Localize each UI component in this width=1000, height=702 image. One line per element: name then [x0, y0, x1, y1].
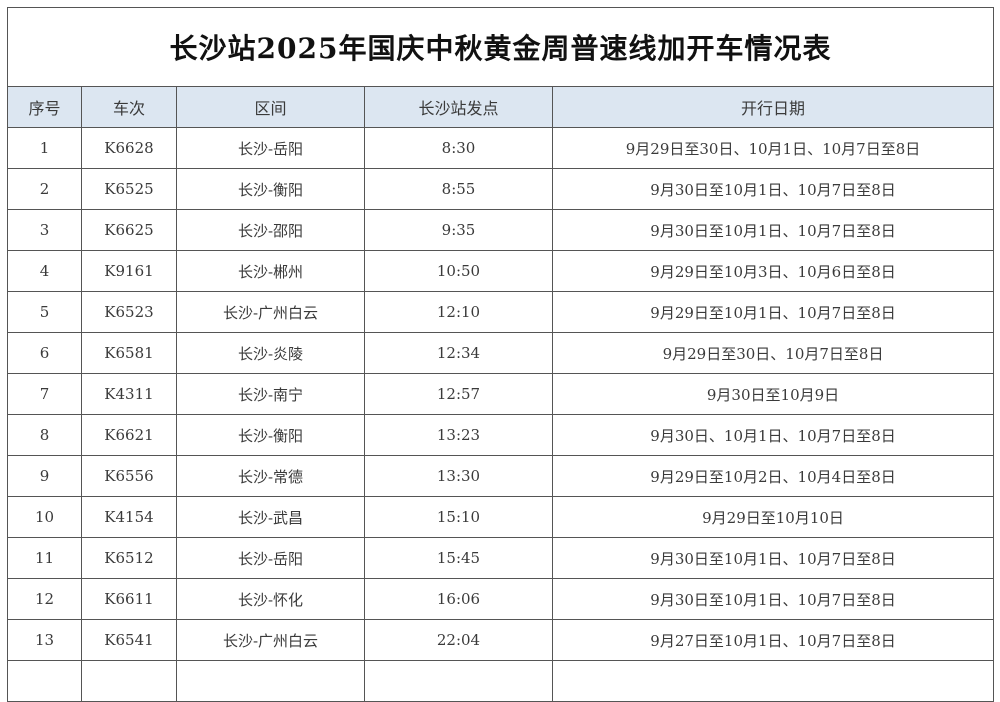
cell-departure-time: 13:23 — [364, 414, 553, 456]
table-row: 6 K6581 长沙-炎陵 12:34 9月29日至30日、10月7日至8日 — [7, 332, 995, 374]
cell-route: 长沙-武昌 — [176, 496, 365, 538]
header-train-number: 车次 — [81, 86, 177, 128]
cell-index: 9 — [7, 455, 82, 497]
cell-route: 长沙-怀化 — [176, 578, 365, 620]
cell-operating-dates: 9月30日至10月1日、10月7日至8日 — [551, 209, 995, 251]
cell-departure-time: 22:04 — [364, 619, 553, 661]
cell-train-number: K6581 — [81, 332, 177, 374]
cell-index: 2 — [7, 168, 82, 210]
header-index: 序号 — [7, 86, 82, 128]
cell-departure-time: 10:50 — [364, 250, 553, 292]
cell-index: 13 — [7, 619, 82, 661]
cell-operating-dates: 9月29日至10月3日、10月6日至8日 — [551, 250, 995, 292]
cell-departure-time: 8:30 — [364, 127, 553, 169]
cell-index: 4 — [7, 250, 82, 292]
cell-train-number: K6523 — [81, 291, 177, 333]
header-departure-time: 长沙站发点 — [364, 86, 553, 128]
cell-departure-time: 8:55 — [364, 168, 553, 210]
header-route: 区间 — [176, 86, 365, 128]
cell-operating-dates: 9月29日至10月2日、10月4日至8日 — [551, 455, 995, 497]
cell-route: 长沙-郴州 — [176, 250, 365, 292]
cell-operating-dates: 9月30日至10月1日、10月7日至8日 — [551, 168, 995, 210]
cell-train-number: K6512 — [81, 537, 177, 579]
cell-departure-time: 15:45 — [364, 537, 553, 579]
header-operating-dates: 开行日期 — [551, 86, 995, 128]
cell-route: 长沙-常德 — [176, 455, 365, 497]
cell-operating-dates: 9月30日至10月9日 — [551, 373, 995, 415]
cell-route: 长沙-衡阳 — [176, 414, 365, 456]
cell-index: 12 — [7, 578, 82, 620]
cell-train-number: K4311 — [81, 373, 177, 415]
table-row: 10 K4154 长沙-武昌 15:10 9月29日至10月10日 — [7, 496, 995, 538]
cell-index: 10 — [7, 496, 82, 538]
train-schedule-table: 长沙站2025年国庆中秋黄金周普速线加开车情况表 序号 车次 区间 长沙站发点 … — [6, 7, 995, 702]
table-row: 9 K6556 长沙-常德 13:30 9月29日至10月2日、10月4日至8日 — [7, 455, 995, 497]
cell-departure-time: 9:35 — [364, 209, 553, 251]
cell-route: 长沙-广州白云 — [176, 291, 365, 333]
table-row: 11 K6512 长沙-岳阳 15:45 9月30日至10月1日、10月7日至8日 — [7, 537, 995, 579]
table-row: 2 K6525 长沙-衡阳 8:55 9月30日至10月1日、10月7日至8日 — [7, 168, 995, 210]
table-row: 13 K6541 长沙-广州白云 22:04 9月27日至10月1日、10月7日至8日 — [7, 619, 995, 661]
cell-index: 7 — [7, 373, 82, 415]
cell-operating-dates: 9月30日至10月1日、10月7日至8日 — [551, 578, 995, 620]
cell-operating-dates: 9月27日至10月1日、10月7日至8日 — [551, 619, 995, 661]
cell-route: 长沙-广州白云 — [176, 619, 365, 661]
cell-route: 长沙-邵阳 — [176, 209, 365, 251]
table-row: 1 K6628 长沙-岳阳 8:30 9月29日至30日、10月1日、10月7日至8日 — [7, 127, 995, 169]
cell-operating-dates: 9月29日至10月10日 — [551, 496, 995, 538]
cell-train-number: K6525 — [81, 168, 177, 210]
cell-train-number: K6556 — [81, 455, 177, 497]
cell-train-number: K4154 — [81, 496, 177, 538]
cell-departure-time: 15:10 — [364, 496, 553, 538]
cell-route: 长沙-南宁 — [176, 373, 365, 415]
cell-departure-time: 12:10 — [364, 291, 553, 333]
cell-train-number: K6628 — [81, 127, 177, 169]
cell-train-number: K9161 — [81, 250, 177, 292]
table-row-partial — [7, 660, 995, 702]
table-row: 3 K6625 长沙-邵阳 9:35 9月30日至10月1日、10月7日至8日 — [7, 209, 995, 251]
cell-operating-dates: 9月30日、10月1日、10月7日至8日 — [551, 414, 995, 456]
table-row: 5 K6523 长沙-广州白云 12:10 9月29日至10月1日、10月7日至8日 — [7, 291, 995, 333]
cell-operating-dates: 9月29日至30日、10月7日至8日 — [551, 332, 995, 374]
cell-route: 长沙-岳阳 — [176, 127, 365, 169]
cell-operating-dates: 9月29日至30日、10月1日、10月7日至8日 — [551, 127, 995, 169]
table-row: 7 K4311 长沙-南宁 12:57 9月30日至10月9日 — [7, 373, 995, 415]
cell-index: 11 — [7, 537, 82, 579]
table-title: 长沙站2025年国庆中秋黄金周普速线加开车情况表 — [6, 7, 995, 87]
cell-departure-time: 12:34 — [364, 332, 553, 374]
cell-route: 长沙-炎陵 — [176, 332, 365, 374]
cell-train-number: K6611 — [81, 578, 177, 620]
cell-departure-time: 12:57 — [364, 373, 553, 415]
cell-operating-dates: 9月29日至10月1日、10月7日至8日 — [551, 291, 995, 333]
cell-departure-time: 13:30 — [364, 455, 553, 497]
cell-route: 长沙-衡阳 — [176, 168, 365, 210]
table-row: 8 K6621 长沙-衡阳 13:23 9月30日、10月1日、10月7日至8日 — [7, 414, 995, 456]
table-row: 4 K9161 长沙-郴州 10:50 9月29日至10月3日、10月6日至8日 — [7, 250, 995, 292]
cell-train-number: K6625 — [81, 209, 177, 251]
cell-operating-dates: 9月30日至10月1日、10月7日至8日 — [551, 537, 995, 579]
cell-train-number: K6541 — [81, 619, 177, 661]
cell-departure-time: 16:06 — [364, 578, 553, 620]
cell-index: 3 — [7, 209, 82, 251]
table-row: 12 K6611 长沙-怀化 16:06 9月30日至10月1日、10月7日至8日 — [7, 578, 995, 620]
header-row: 序号 车次 区间 长沙站发点 开行日期 — [7, 86, 995, 128]
cell-index: 5 — [7, 291, 82, 333]
cell-route: 长沙-岳阳 — [176, 537, 365, 579]
cell-index: 1 — [7, 127, 82, 169]
cell-index: 8 — [7, 414, 82, 456]
cell-train-number: K6621 — [81, 414, 177, 456]
cell-index: 6 — [7, 332, 82, 374]
